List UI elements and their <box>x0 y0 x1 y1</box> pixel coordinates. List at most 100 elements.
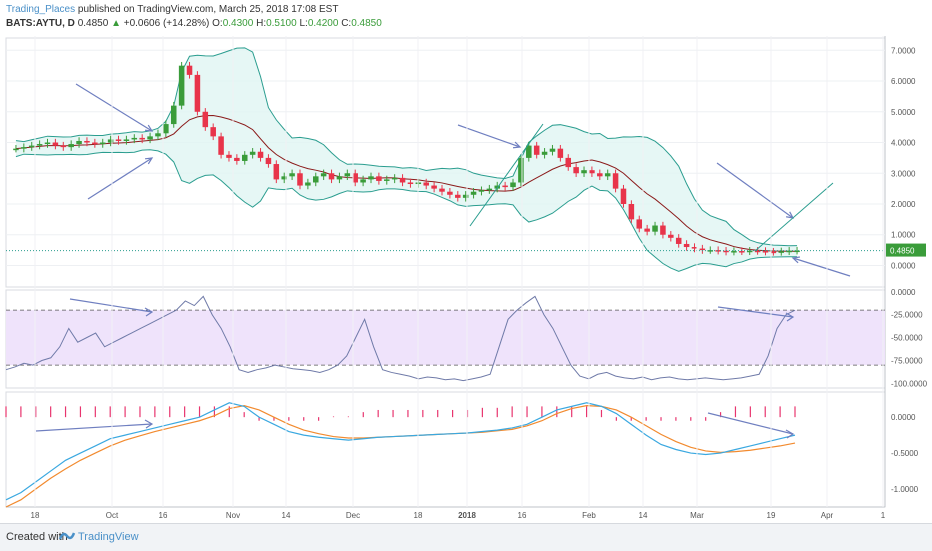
candle-body <box>549 148 556 152</box>
price-tick-label: 7.0000 <box>891 46 916 55</box>
candle-body <box>320 173 327 177</box>
candle-body <box>123 139 130 141</box>
candle-body <box>770 251 777 254</box>
close-label: C: <box>341 18 352 29</box>
published-text: published on TradingView.com, March 25, … <box>77 4 339 15</box>
author-link[interactable]: Trading_Places <box>6 4 76 15</box>
macd-line <box>5 402 796 501</box>
high-label: H: <box>256 18 267 29</box>
up-triangle-icon: ▲ <box>111 18 121 29</box>
candle-body <box>52 142 59 146</box>
candle-body <box>470 191 477 195</box>
price-tick-label: 3.0000 <box>891 169 916 178</box>
candle-body <box>447 191 453 195</box>
candle-body <box>478 190 485 192</box>
candle-body <box>668 234 674 238</box>
candle-body <box>139 137 145 140</box>
candle-body <box>36 144 43 146</box>
upper-band-line <box>15 47 798 247</box>
candle-body <box>526 145 532 158</box>
annotation-arrow <box>75 83 153 132</box>
time-tick-label: 2018 <box>458 511 476 520</box>
candle-body <box>352 173 358 183</box>
annotation-arrow <box>35 423 153 432</box>
candle-body <box>675 237 682 244</box>
candle-body <box>202 111 209 128</box>
candle-body <box>589 170 595 174</box>
candle-body <box>739 251 745 253</box>
candle-body <box>336 176 343 180</box>
candle-body <box>273 164 280 180</box>
annotation-arrow <box>457 124 521 148</box>
candle-body <box>13 148 19 151</box>
price-tick-label: 2.0000 <box>891 200 916 209</box>
annotation-arrow <box>716 162 794 219</box>
open-label: O: <box>212 18 223 29</box>
candle-body <box>313 176 319 183</box>
candle-body <box>194 74 201 112</box>
macd-tick-label: 0.0000 <box>891 413 916 422</box>
rsi-tick-label: 0.0000 <box>891 288 916 297</box>
candle-body <box>186 65 193 75</box>
last-price-badge <box>886 243 926 257</box>
time-tick-label: Feb <box>582 511 596 520</box>
candle-body <box>249 151 256 155</box>
candle-body <box>68 144 74 148</box>
trend-line <box>469 123 544 227</box>
candle-body <box>660 225 666 235</box>
time-tick-label: 19 <box>767 511 776 520</box>
time-tick-label: Mar <box>690 511 704 520</box>
annotation-arrow <box>717 306 794 318</box>
rsi-tick-label: -100.0000 <box>891 379 928 388</box>
candle-body <box>407 182 414 185</box>
candle-body <box>170 105 177 125</box>
last-price-label: 0.4850 <box>890 247 915 256</box>
candle-body <box>786 250 792 253</box>
macd-tick-label: -0.5000 <box>891 449 919 458</box>
candle-body <box>644 228 650 232</box>
high-value: 0.5100 <box>266 18 297 29</box>
candle-body <box>368 176 374 180</box>
chart-header: Trading_Places published on TradingView.… <box>6 3 382 31</box>
price-tick-label: 4.0000 <box>891 139 916 148</box>
candle-body <box>297 173 303 186</box>
candle-body <box>707 250 714 252</box>
candle-body <box>604 173 611 177</box>
time-tick-label: Apr <box>821 511 834 520</box>
annotation-arrowhead <box>144 419 154 429</box>
rsi-tick-label: -50.0000 <box>891 334 923 343</box>
time-tick-label: Nov <box>226 511 240 520</box>
candle-body <box>391 177 398 180</box>
candle-body <box>234 157 240 161</box>
annotation-arrowhead <box>791 256 801 264</box>
tradingview-brand-link[interactable]: TradingView <box>78 531 139 543</box>
candle-body <box>597 173 603 177</box>
candle-body <box>455 194 461 198</box>
close-value: 0.4850 <box>351 18 382 29</box>
last-price: 0.4850 <box>77 18 109 29</box>
candle-body <box>628 204 635 220</box>
candle-body <box>620 188 627 204</box>
low-value: 0.4200 <box>307 18 339 29</box>
candle-body <box>147 136 153 140</box>
rsi-band-fill <box>6 310 885 366</box>
time-tick-label: 16 <box>159 511 168 520</box>
candle-body <box>541 151 548 155</box>
annotation-arrowhead <box>144 124 154 132</box>
candle-body <box>557 148 564 158</box>
candle-body <box>581 170 587 174</box>
candle-body <box>794 250 800 253</box>
price-tick-label: 5.0000 <box>891 108 916 117</box>
candle-body <box>636 219 643 229</box>
chart-area[interactable]: 7.0000 6.0000 5.0000 4.0000 3.0000 2.0000 1.00… <box>0 36 932 523</box>
candle-body <box>462 194 469 198</box>
candle-body <box>210 127 216 137</box>
tradingview-logo-icon[interactable] <box>58 529 76 546</box>
time-tick-label: Oct <box>106 511 119 520</box>
candle-body <box>376 176 382 181</box>
signal-line <box>5 405 796 508</box>
candle-body <box>107 139 114 143</box>
candle-body <box>486 188 493 191</box>
open-value: 0.4300 <box>222 18 254 29</box>
candle-body <box>384 179 390 181</box>
